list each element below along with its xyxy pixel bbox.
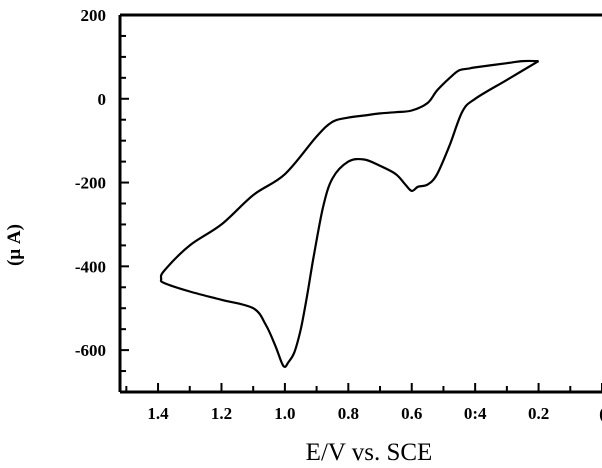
plot-area bbox=[159, 59, 540, 368]
x-tick-label: 1.2 bbox=[211, 404, 232, 423]
x-tick-label: 0.6 bbox=[401, 404, 422, 423]
y-tick-label: 0 bbox=[98, 90, 107, 109]
x-tick-label: 0:4 bbox=[464, 404, 487, 423]
x-tick-label: 0.8 bbox=[338, 404, 359, 423]
y-tick-label: -600 bbox=[75, 341, 106, 360]
x-axis: 1.4 1.2 1.0 0.8 0.6 0:4 0.2 ( bbox=[125, 383, 602, 423]
x-tick-label: ( bbox=[599, 404, 602, 423]
y-axis: 200 0 -200 -400 -600 bbox=[75, 6, 129, 393]
x-tick-label: 1.4 bbox=[147, 404, 169, 423]
x-tick-label: 0.2 bbox=[528, 404, 549, 423]
x-tick-label: 1.0 bbox=[274, 404, 295, 423]
y-tick-label: -400 bbox=[75, 257, 106, 276]
voltammogram-curve bbox=[159, 59, 540, 368]
x-axis-label: E/V vs. SCE bbox=[306, 439, 433, 466]
y-tick-label: 200 bbox=[81, 6, 107, 25]
y-tick-label: -200 bbox=[75, 174, 106, 193]
plot-frame bbox=[118, 13, 602, 394]
y-axis-label: (μ A) bbox=[4, 224, 25, 266]
